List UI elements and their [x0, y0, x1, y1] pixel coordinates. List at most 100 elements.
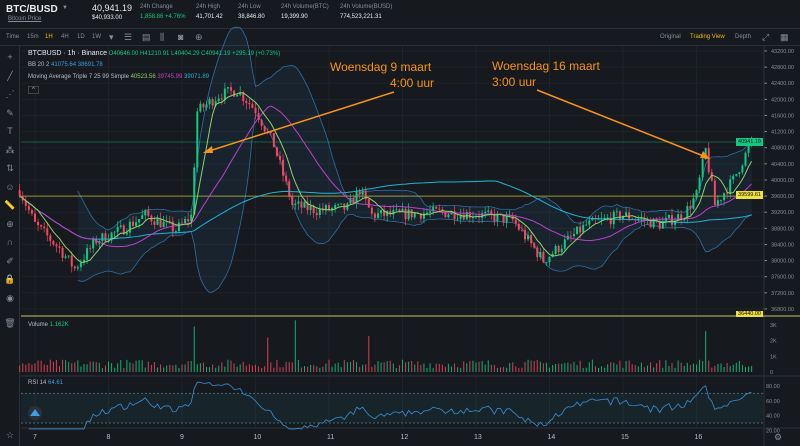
prediction-icon[interactable]: ⇅: [6, 163, 14, 173]
trash-icon[interactable]: 🗑: [4, 318, 16, 328]
candle-body: [263, 126, 266, 132]
candle: [64, 253, 67, 260]
add-icon[interactable]: ⊕: [195, 32, 203, 42]
camera-icon[interactable]: ◙: [178, 32, 184, 42]
brush-icon[interactable]: ✎: [6, 107, 14, 118]
eye-icon[interactable]: ◉: [6, 292, 14, 303]
settings-gear-icon[interactable]: ⚙: [774, 432, 782, 442]
candle-body: [389, 210, 392, 215]
candle-body: [328, 205, 330, 211]
chevron-down-icon[interactable]: ▼: [62, 5, 68, 11]
candle: [297, 196, 300, 210]
candle-body: [407, 209, 410, 220]
magnet-icon[interactable]: ∩: [6, 237, 14, 247]
candle-body: [73, 266, 76, 269]
candle: [496, 210, 499, 227]
pattern-icon[interactable]: ⁂: [5, 144, 15, 155]
zoom-icon[interactable]: ⊕: [6, 218, 14, 229]
candle: [334, 202, 337, 213]
interval-1w[interactable]: 1W: [92, 34, 101, 40]
candle-body: [652, 218, 655, 228]
candle: [236, 94, 239, 97]
stat-value: 41,701.42: [196, 14, 223, 20]
candle-body: [677, 214, 680, 221]
collapse-legend-button[interactable]: ^: [28, 86, 39, 94]
candle-body: [490, 210, 493, 215]
candle: [542, 249, 545, 264]
candle-body: [447, 214, 450, 218]
chevron-down-icon[interactable]: ▾: [109, 32, 114, 42]
y-tick-label: 36800.00: [771, 307, 794, 313]
view-original[interactable]: Original: [660, 34, 681, 40]
interval-1h[interactable]: 1H: [45, 34, 53, 40]
candle-body: [548, 256, 551, 263]
interval-15m[interactable]: 15m: [27, 34, 39, 40]
candle-body: [741, 165, 744, 173]
stat-4: 24h Volume(BUSD) 774,523,221.31: [340, 4, 392, 20]
candle-body: [459, 214, 462, 219]
candle-body: [101, 233, 104, 242]
interval-1d[interactable]: 1D: [77, 34, 85, 40]
legend-ma: Moving Average Triple 7 25 99 Simple 405…: [28, 74, 209, 80]
bitcoin-price-link[interactable]: Bitcoin Price: [8, 16, 42, 22]
chart-type-icon[interactable]: ⫼: [160, 32, 165, 42]
y-tick-label: 39600.00: [771, 194, 794, 200]
candle: [459, 208, 462, 224]
candle: [698, 174, 701, 194]
legend-volume: Volume 1.162K: [28, 322, 69, 328]
emoji-icon[interactable]: ☺: [5, 181, 15, 192]
y-tick-label: 38400.00: [771, 242, 794, 248]
stat-value: 774,523,221.31: [340, 14, 382, 20]
stat-value: 1,858.86 +4.76%: [140, 14, 186, 20]
y-tick-label: 42000.00: [771, 97, 794, 103]
candle: [119, 220, 122, 229]
lock-icon[interactable]: 🔒: [4, 274, 16, 284]
view-depth[interactable]: Depth: [735, 34, 752, 40]
candle-body: [606, 217, 609, 219]
candle: [67, 255, 70, 259]
candle-body: [76, 267, 79, 269]
candle: [726, 187, 729, 199]
candle: [138, 218, 141, 229]
crosshair-icon[interactable]: +: [7, 52, 13, 62]
favorite-icon[interactable]: ☆: [5, 430, 15, 440]
volume-value: 1.162K: [49, 322, 69, 328]
lock-draw-icon[interactable]: ✐: [6, 255, 14, 266]
candle: [524, 225, 526, 243]
ruler-icon[interactable]: 📏: [4, 200, 16, 210]
candle-body: [177, 222, 180, 232]
candle: [260, 118, 263, 130]
text-icon[interactable]: T: [7, 126, 13, 136]
view-trading-view[interactable]: Trading View: [690, 34, 725, 40]
candle: [79, 259, 82, 272]
chart-toolbar: Time 15m 1H 4H 1D 1W ▾ ☰ ▤ ⫼ ◙ ⊕ Original Trading Vie…: [0, 30, 800, 46]
candle-body: [334, 205, 337, 209]
indicator-settings-icon[interactable]: ☰: [124, 32, 133, 42]
candle: [279, 150, 281, 165]
candle: [422, 208, 425, 224]
grid-layout-icon[interactable]: ▦: [780, 32, 789, 42]
candle: [285, 171, 288, 185]
candle: [251, 101, 254, 109]
x-tick-label: 8: [107, 434, 111, 441]
candle-body: [487, 210, 490, 212]
candle-body: [144, 210, 147, 216]
candle-body: [272, 133, 275, 148]
candle: [729, 175, 732, 199]
symbol-selector[interactable]: BTC/BUSD: [6, 4, 58, 15]
interval-time[interactable]: Time: [6, 34, 20, 40]
indicators-icon[interactable]: ▤: [142, 32, 151, 42]
fullscreen-icon[interactable]: ⤢: [762, 32, 770, 42]
volume-tick-label: 0: [770, 370, 773, 376]
interval-4h[interactable]: 4H: [61, 34, 69, 40]
rsi-tick-label: 20.00: [766, 428, 780, 434]
candle-body: [588, 220, 591, 225]
candle: [373, 212, 376, 222]
trend-line-icon[interactable]: ╱: [7, 70, 13, 81]
fib-icon[interactable]: ⋰: [5, 89, 15, 99]
candle: [389, 205, 392, 218]
candle-body: [208, 99, 211, 105]
y-tick-label: 41200.00: [771, 130, 794, 136]
candle: [70, 251, 73, 273]
